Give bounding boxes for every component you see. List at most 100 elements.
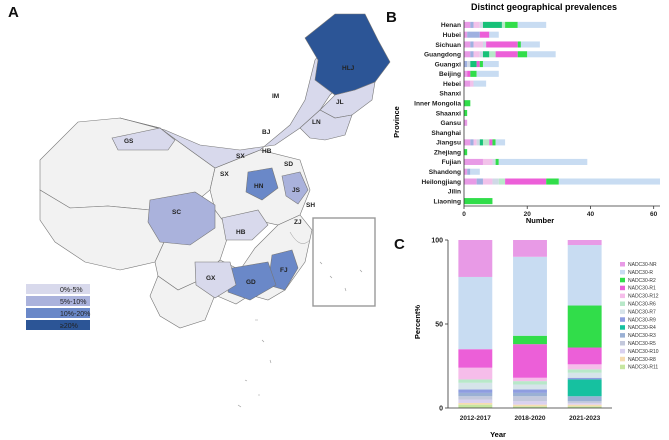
label-gd: GD: [246, 279, 256, 286]
chart-b-bar-segment: [464, 198, 493, 205]
chart-b-bars: [464, 21, 660, 205]
chart-b-bar-segment: [470, 61, 477, 68]
province-labels: HLJ IM JL LN BJ GS HB SX SD SX HN JS SH …: [124, 65, 355, 286]
chart-b-category-label: Zhejiang: [434, 149, 461, 156]
chart-c-legend-label: NADC30-R2: [628, 278, 656, 284]
chart-b-category-label: Shanghai: [431, 130, 461, 137]
chart-b-bar-segment: [505, 178, 547, 185]
china-prevalence-map: HLJ IM JL LN BJ GS HB SX SD SX HN JS SH …: [26, 13, 391, 408]
chart-b-bar-segment: [473, 51, 480, 58]
label-sd: SD: [284, 161, 293, 168]
chart-b-bar-segment: [476, 61, 480, 68]
chart-b-bar-segment: [467, 61, 471, 68]
chart-c-bar-segment: [458, 396, 493, 400]
chart-c-legend-swatch: [620, 356, 625, 362]
chart-b-category-label: Shanxi: [439, 91, 461, 98]
chart-b-bar-segment: [464, 51, 471, 58]
chart-c-bar-segment: [567, 372, 602, 378]
chart-b-bar-segment: [467, 70, 471, 77]
chart-b-bar-segment: [482, 61, 499, 68]
chart-c-legend-label: NADC30-R: [628, 270, 653, 276]
chart-b-ylabel: Province: [392, 106, 401, 138]
chart-c-bar-segment: [567, 404, 602, 407]
chart-b-bar-segment: [464, 21, 471, 28]
label-hn: HN: [254, 183, 264, 190]
chart-c-bar-segment: [513, 256, 547, 336]
label-hb-north: HB: [262, 148, 272, 155]
chart-b-bar-segment: [479, 51, 483, 58]
chart-b-bar-segment: [495, 139, 506, 146]
label-sc: SC: [172, 209, 181, 216]
panel-b-letter: B: [386, 9, 397, 26]
chart-c-bar-segment: [458, 389, 493, 393]
chart-b-bar-segment: [498, 158, 588, 165]
chart-c-legend-swatch: [620, 364, 625, 370]
chart-b-bar-segment: [495, 51, 518, 58]
chart-b-bar-segment: [492, 178, 499, 185]
chart-c-legend-label: NADC30-NR: [628, 262, 657, 268]
chart-c-legend-label: NADC30-R8: [628, 357, 656, 363]
label-hlj: HLJ: [342, 65, 355, 72]
chart-c-bar-segment: [458, 379, 493, 383]
panel-a-letter: A: [8, 4, 19, 21]
chart-b-bar-segment: [489, 51, 496, 58]
province-gs-shape: [111, 127, 176, 151]
chart-c-legend-swatch: [620, 309, 625, 314]
chart-b-bar-segment: [464, 119, 468, 126]
chart-c-legend-label: NADC30-R11: [628, 365, 658, 371]
legend-swatch-3: [26, 320, 90, 330]
chart-b-category-label: Inner Mongolia: [414, 101, 461, 108]
chart-c-category-label: 2021-2023: [569, 415, 600, 422]
chart-b-bar-segment: [517, 21, 547, 28]
legend-label-0: 0%-5%: [60, 287, 83, 294]
chart-b-x-ticks: 0 20 40 60: [462, 206, 658, 218]
chart-b-bar-segment: [486, 41, 518, 48]
chart-c-legend-swatch: [620, 348, 625, 354]
chart-b-bar-segment: [470, 21, 474, 28]
chart-b-bar-segment: [473, 80, 487, 87]
chart-c-bars: [458, 240, 602, 408]
chart-b-bar-segment: [473, 139, 477, 146]
chart-b-bar-segment: [476, 139, 480, 146]
chart-b-bar-segment: [489, 31, 499, 38]
legend-swatch-1: [26, 296, 90, 306]
chart-c-xlabel: Year: [490, 430, 506, 439]
label-js: JS: [292, 187, 301, 194]
chart-b-bar-segment: [464, 149, 468, 156]
chart-c-legend-label: NADC30-R10: [628, 349, 659, 355]
chart-b-category-label: Sichuan: [435, 42, 461, 49]
chart-c-bar-segment: [567, 396, 602, 402]
chart-c-category-labels: 2012-2017 2018-2020 2021-2023: [460, 415, 601, 422]
chart-c-legend-label: NADC30-R6: [628, 302, 656, 308]
chart-province-counts: Distinct geographical prevalences HenanH…: [392, 2, 660, 225]
chart-b-category-label: Jilin: [448, 189, 461, 196]
chart-c-bar-segment: [567, 347, 602, 365]
chart-b-bar-segment: [470, 168, 480, 175]
label-gs: GS: [124, 138, 134, 145]
chart-b-category-label: Henan: [441, 22, 461, 29]
chart-c-legend-swatch: [620, 301, 625, 306]
chart-c-bar-segment: [567, 240, 602, 246]
chart-b-bar-segment: [479, 61, 483, 68]
chart-c-legend-swatch: [620, 325, 625, 330]
chart-c-bar-segment: [567, 245, 602, 306]
chart-c-legend: NADC30-NR NADC30-R NADC30-R2 NADC30-R1 NADC3…: [620, 262, 659, 371]
label-sx: SX: [236, 153, 245, 160]
chart-b-bar-segment: [479, 139, 483, 146]
chart-b-bar-segment: [464, 100, 471, 107]
chart-c-bar-segment: [458, 349, 493, 368]
chart-c-bar-segment: [513, 389, 547, 393]
chart-c-legend-swatch: [620, 277, 625, 283]
inset-frame: [312, 217, 376, 307]
chart-b-bar-segment: [520, 41, 540, 48]
chart-b-category-label: Shaanxi: [436, 110, 461, 117]
chart-b-bar-segment: [492, 158, 496, 165]
chart-b-bar-segment: [470, 41, 474, 48]
chart-b-bar-segment: [482, 158, 493, 165]
chart-c-tick-label: 0: [439, 406, 443, 413]
chart-b-bar-segment: [476, 178, 483, 185]
chart-c-bar-segment: [458, 402, 493, 405]
label-bj: BJ: [262, 129, 271, 136]
chart-c-legend-swatch: [620, 333, 625, 338]
chart-c-tick-label: 50: [435, 322, 443, 329]
